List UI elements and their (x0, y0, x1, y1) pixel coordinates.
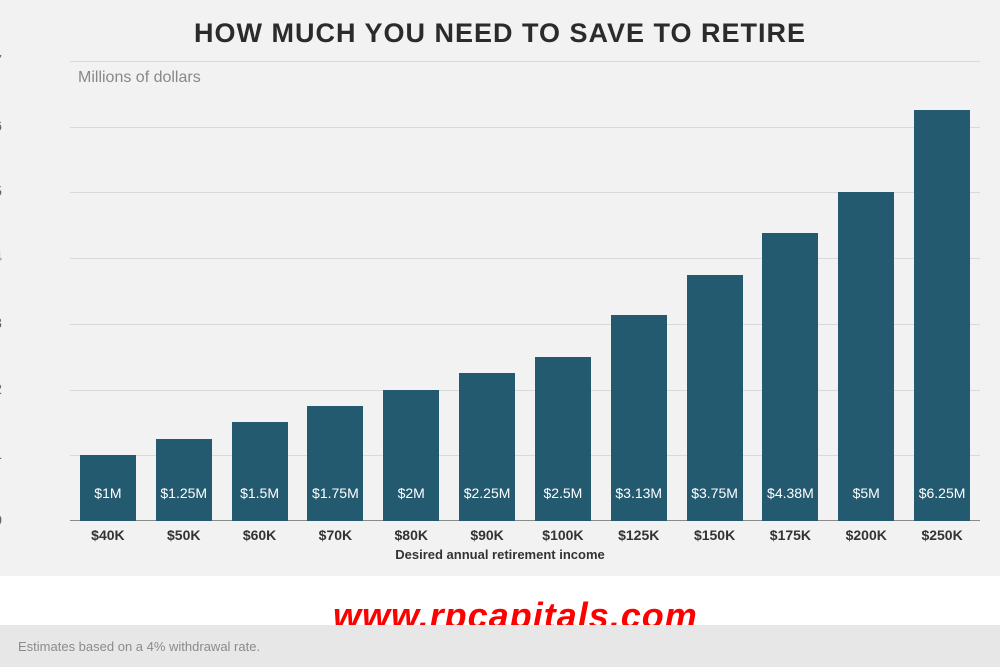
bar-value-label: $1.5M (232, 485, 288, 501)
x-axis-title: Desired annual retirement income (10, 547, 990, 576)
bar-slot: $5M (828, 61, 904, 521)
bar-value-label: $1.75M (307, 485, 363, 501)
y-tick-label: $2 (0, 381, 2, 398)
bar: $4.38M (762, 233, 818, 521)
x-tick-label: $60K (222, 527, 298, 543)
x-tick-label: $50K (146, 527, 222, 543)
bar-slot: $6.25M (904, 61, 980, 521)
y-axis: $0$1$2$3$4$5$6$7 (10, 61, 70, 521)
bar-slot: $2.5M (525, 61, 601, 521)
bar: $2M (383, 390, 439, 521)
bar: $2.5M (535, 357, 591, 521)
x-tick-label: $150K (677, 527, 753, 543)
bar: $1.5M (232, 422, 288, 521)
y-tick-label: $6 (0, 118, 2, 135)
x-tick-label: $40K (70, 527, 146, 543)
bar-value-label: $3.13M (611, 485, 667, 501)
bar: $1.75M (307, 406, 363, 521)
bar-value-label: $2M (383, 485, 439, 501)
footer-note: Estimates based on a 4% withdrawal rate. (0, 625, 1000, 667)
x-tick-label: $175K (753, 527, 829, 543)
bar-slot: $3.13M (601, 61, 677, 521)
x-tick-label: $90K (449, 527, 525, 543)
chart-title: HOW MUCH YOU NEED TO SAVE TO RETIRE (10, 18, 990, 49)
y-tick-label: $3 (0, 315, 2, 332)
x-tick-label: $250K (904, 527, 980, 543)
bar: $1.25M (156, 439, 212, 521)
bar-value-label: $1.25M (156, 485, 212, 501)
bar-value-label: $1M (80, 485, 136, 501)
y-tick-label: $7 (0, 52, 2, 69)
x-tick-label: $100K (525, 527, 601, 543)
bar-slot: $2.25M (449, 61, 525, 521)
bar: $2.25M (459, 373, 515, 521)
bar-slot: $1.75M (298, 61, 374, 521)
bar: $3.13M (611, 315, 667, 521)
bar-slot: $1.5M (222, 61, 298, 521)
x-tick-label: $70K (298, 527, 374, 543)
bar-value-label: $3.75M (687, 485, 743, 501)
bar: $5M (838, 192, 894, 521)
y-tick-label: $0 (0, 512, 2, 529)
y-tick-label: $1 (0, 446, 2, 463)
bar-value-label: $4.38M (762, 485, 818, 501)
y-tick-label: $5 (0, 183, 2, 200)
bar-value-label: $2.5M (535, 485, 591, 501)
bar: $1M (80, 455, 136, 521)
bar-value-label: $6.25M (914, 485, 970, 501)
y-tick-label: $4 (0, 249, 2, 266)
bar-slot: $1M (70, 61, 146, 521)
x-tick-label: $125K (601, 527, 677, 543)
bar-slot: $2M (373, 61, 449, 521)
bar-value-label: $5M (838, 485, 894, 501)
x-axis-labels: $40K$50K$60K$70K$80K$90K$100K$125K$150K$… (70, 521, 980, 543)
bars-area: $1M $1.25M $1.5M $1.75M $2M $2.25M $2.5M $3.13M… (70, 61, 980, 521)
x-tick-label: $200K (828, 527, 904, 543)
bar-slot: $4.38M (753, 61, 829, 521)
x-tick-label: $80K (373, 527, 449, 543)
bar-slot: $1.25M (146, 61, 222, 521)
bar: $3.75M (687, 275, 743, 521)
bar-value-label: $2.25M (459, 485, 515, 501)
bar: $6.25M (914, 110, 970, 521)
chart-plot: Millions of dollars $0$1$2$3$4$5$6$7 $1M… (10, 61, 990, 521)
chart-card: HOW MUCH YOU NEED TO SAVE TO RETIRE Mill… (0, 0, 1000, 576)
bar-slot: $3.75M (677, 61, 753, 521)
